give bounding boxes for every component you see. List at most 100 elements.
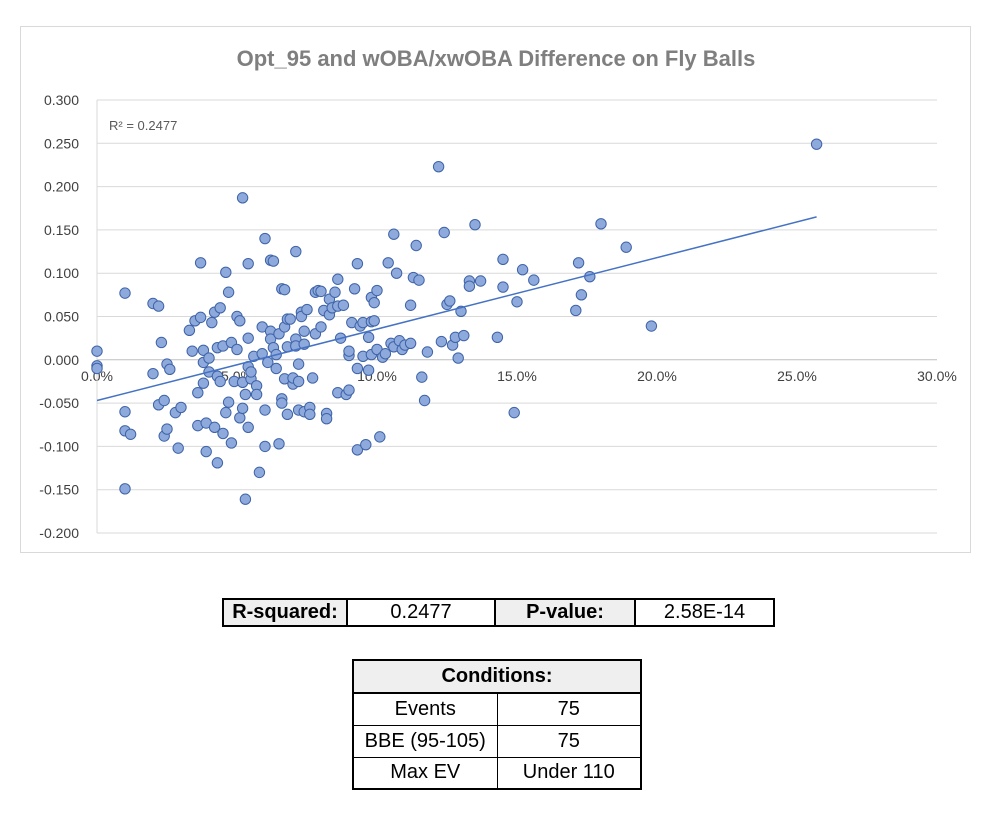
data-point (382, 257, 394, 269)
y-tick-label: -0.050 (39, 395, 79, 411)
data-point (810, 138, 823, 150)
data-point (413, 274, 425, 286)
table-row: Events 75 (352, 692, 642, 726)
data-point (452, 352, 464, 364)
r-squared-annotation: R² = 0.2477 (109, 118, 177, 133)
data-point (186, 345, 198, 357)
data-point (183, 324, 196, 337)
data-point (197, 344, 210, 356)
data-point (421, 346, 434, 358)
data-point (200, 445, 212, 458)
data-point (290, 245, 302, 258)
data-point (292, 358, 305, 370)
p-value-value: 2.58E-14 (634, 598, 775, 627)
table-row: Max EV Under 110 (352, 756, 642, 790)
data-point (164, 363, 176, 376)
data-point (315, 321, 327, 333)
data-point (250, 388, 263, 401)
data-point (242, 332, 254, 344)
data-point (242, 421, 254, 434)
condition-value: Under 110 (496, 756, 642, 790)
data-point (404, 299, 417, 311)
x-tick-label: 15.0% (497, 368, 537, 384)
data-point (91, 345, 103, 357)
data-point (645, 320, 658, 332)
data-point (91, 362, 103, 375)
data-point (360, 438, 372, 451)
data-point (329, 286, 341, 298)
scatter-chart: Opt_95 and wOBA/xwOBA Difference on Fly … (39, 46, 957, 541)
conditions-table: Conditions: Events 75 BBE (95-105) 75 Ma… (352, 659, 642, 790)
data-point (474, 275, 487, 287)
data-point (348, 283, 361, 295)
data-point (124, 428, 137, 440)
data-point (273, 438, 285, 450)
data-point (259, 232, 271, 245)
data-point (242, 257, 254, 270)
data-point (161, 423, 173, 435)
data-point (351, 257, 364, 270)
data-point (595, 218, 607, 230)
data-point (203, 352, 215, 364)
data-point (259, 404, 271, 416)
data-point (225, 437, 238, 449)
data-point (388, 228, 400, 240)
data-point (194, 257, 207, 269)
data-point (497, 281, 509, 293)
data-point (234, 412, 246, 424)
data-point (239, 493, 252, 505)
condition-label: Max EV (352, 756, 498, 790)
condition-value: 75 (496, 724, 642, 758)
data-point (374, 431, 386, 443)
data-point (253, 466, 266, 479)
data-point (418, 394, 431, 407)
y-tick-label: -0.100 (39, 438, 79, 454)
y-tick-label: 0.300 (44, 92, 79, 108)
data-point (491, 331, 504, 343)
data-point (416, 371, 428, 383)
x-tick-label: 30.0% (917, 368, 957, 384)
data-point (192, 387, 204, 399)
data-point (239, 388, 252, 401)
data-point (292, 375, 305, 388)
data-point (444, 295, 456, 307)
data-point (267, 255, 280, 267)
data-point (214, 302, 226, 314)
chart-frame (20, 26, 971, 553)
data-point (222, 286, 235, 298)
data-point (222, 396, 235, 408)
data-point (404, 337, 417, 350)
data-point (511, 296, 523, 308)
condition-label: Events (352, 692, 498, 726)
y-tick-label: 0.150 (44, 222, 79, 238)
p-value-label: P-value: (494, 598, 636, 627)
data-point (270, 362, 282, 375)
data-point (343, 345, 355, 357)
y-tick-label: 0.200 (44, 179, 79, 195)
data-point (362, 331, 375, 343)
data-point (197, 377, 210, 389)
data-point (575, 289, 588, 301)
conditions-header: Conditions: (352, 659, 642, 694)
data-point (410, 239, 422, 252)
data-point (284, 313, 296, 325)
y-tick-label: 0.050 (44, 309, 79, 325)
data-point (119, 483, 131, 495)
data-point (236, 192, 249, 204)
data-point (214, 375, 226, 388)
data-point (301, 303, 313, 316)
condition-label: BBE (95-105) (352, 724, 498, 758)
data-point (220, 406, 232, 419)
table-row: BBE (95-105) 75 (352, 724, 642, 758)
r-squared-label: R-squared: (222, 598, 348, 627)
data-point (379, 348, 392, 360)
data-point (234, 315, 246, 327)
y-tick-label: -0.200 (39, 525, 79, 541)
data-point (152, 300, 165, 312)
data-point (119, 287, 131, 299)
trendline (96, 216, 817, 402)
data-point (368, 315, 380, 327)
data-point (458, 329, 470, 342)
condition-value: 75 (496, 692, 642, 726)
data-point (158, 394, 170, 407)
